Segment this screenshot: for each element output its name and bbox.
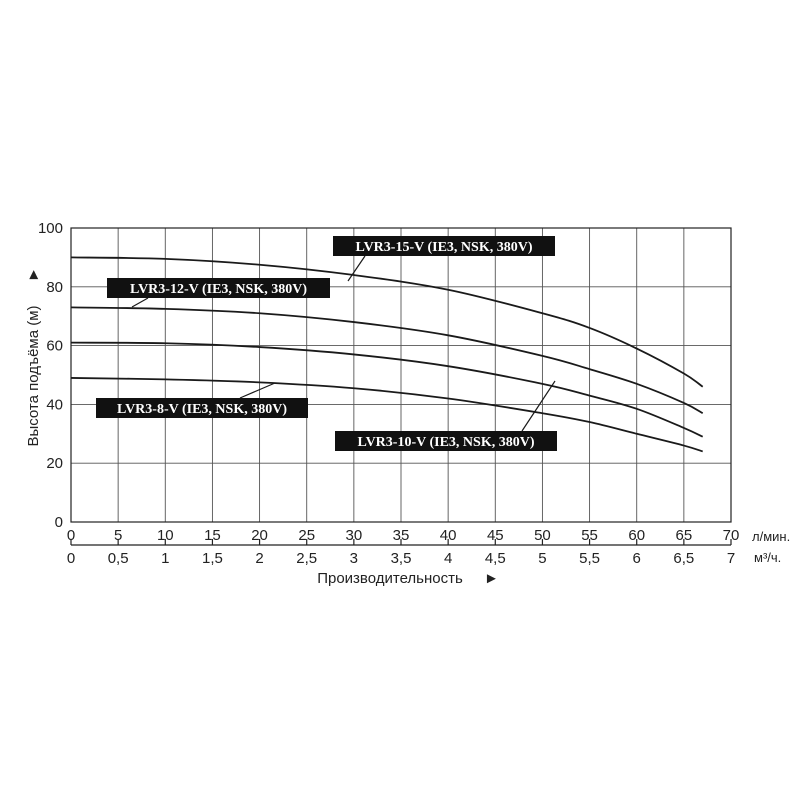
x-tick-label: 50 — [534, 527, 551, 544]
x-tick-label: 25 — [298, 527, 315, 544]
y-tick-label: 60 — [46, 338, 63, 355]
y-tick-label: 20 — [46, 455, 63, 472]
y-tick-label: 80 — [46, 279, 63, 296]
x2-tick-label: 1 — [161, 550, 169, 567]
series-line-2 — [70, 341, 704, 438]
x-tick-label: 70 — [723, 527, 740, 544]
grid — [71, 228, 731, 522]
series-line-0 — [70, 256, 704, 388]
x-tick-label: 65 — [676, 527, 693, 544]
series-label-leader-3 — [239, 382, 276, 399]
series-label-box-0 — [333, 236, 555, 256]
x2-unit-label: м³/ч. — [754, 550, 781, 565]
x2-tick-label: 6 — [633, 550, 641, 567]
series-label-box-1 — [107, 278, 330, 298]
series-line-3 — [70, 377, 703, 453]
y-tick-label: 40 — [46, 396, 63, 413]
x-tick-label: 30 — [346, 527, 363, 544]
x-tick-label: 10 — [157, 527, 174, 544]
x-tick-label: 20 — [251, 527, 268, 544]
x2-tick-label: 2 — [255, 550, 263, 567]
y-axis-title: Высота подъёма (м) — [25, 305, 42, 446]
series-label-box-3 — [96, 398, 308, 418]
x2-tick-label: 5,5 — [579, 550, 600, 567]
x2-tick-label: 3,5 — [391, 550, 412, 567]
x-tick-label: 45 — [487, 527, 504, 544]
x-tick-label: 5 — [114, 527, 122, 544]
x-tick-label: 35 — [393, 527, 410, 544]
series-label-leader-2 — [521, 380, 556, 432]
y-axis-arrow: ► — [25, 267, 42, 282]
x2-tick-label: 3 — [350, 550, 358, 567]
series-label-box-2 — [335, 431, 557, 451]
x2-tick-label: 5 — [538, 550, 546, 567]
x2-tick-label: 1,5 — [202, 550, 223, 567]
series-label-0: LVR3-15-V (IE3, NSK, 380V) — [356, 240, 533, 255]
x-tick-label: 15 — [204, 527, 221, 544]
x2-tick-label: 0 — [67, 550, 75, 567]
x2-tick-label: 4 — [444, 550, 452, 567]
series-label-3: LVR3-8-V (IE3, NSK, 380V) — [117, 402, 287, 417]
series-line-1 — [70, 306, 704, 415]
y-tick-label: 100 — [38, 220, 63, 237]
x-tick-label: 0 — [67, 527, 75, 544]
x2-tick-label: 7 — [727, 550, 735, 567]
x2-tick-label: 2,5 — [296, 550, 317, 567]
x-tick-label: 60 — [628, 527, 645, 544]
x-unit-label: л/мин. — [752, 529, 790, 544]
series-label-leader-1 — [131, 297, 149, 308]
x-axis-title: Производительность — [317, 570, 463, 587]
x2-tick-label: 4,5 — [485, 550, 506, 567]
x2-tick-label: 6,5 — [673, 550, 694, 567]
x-tick-label: 40 — [440, 527, 457, 544]
x2-tick-label: 0,5 — [108, 550, 129, 567]
plot-frame — [70, 227, 732, 523]
y-tick-label: 0 — [55, 514, 63, 531]
series-lines — [70, 256, 704, 453]
x-axis-arrow: ► — [484, 570, 499, 587]
series-label-leader-0 — [347, 255, 366, 282]
x-tick-label: 55 — [581, 527, 598, 544]
y-axis-title-group: Высота подъёма (м) ► — [25, 267, 42, 446]
series-label-2: LVR3-10-V (IE3, NSK, 380V) — [358, 435, 535, 450]
series-label-1: LVR3-12-V (IE3, NSK, 380V) — [130, 282, 307, 297]
series-labels: LVR3-15-V (IE3, NSK, 380V) LVR3-12-V (IE3… — [96, 236, 557, 451]
